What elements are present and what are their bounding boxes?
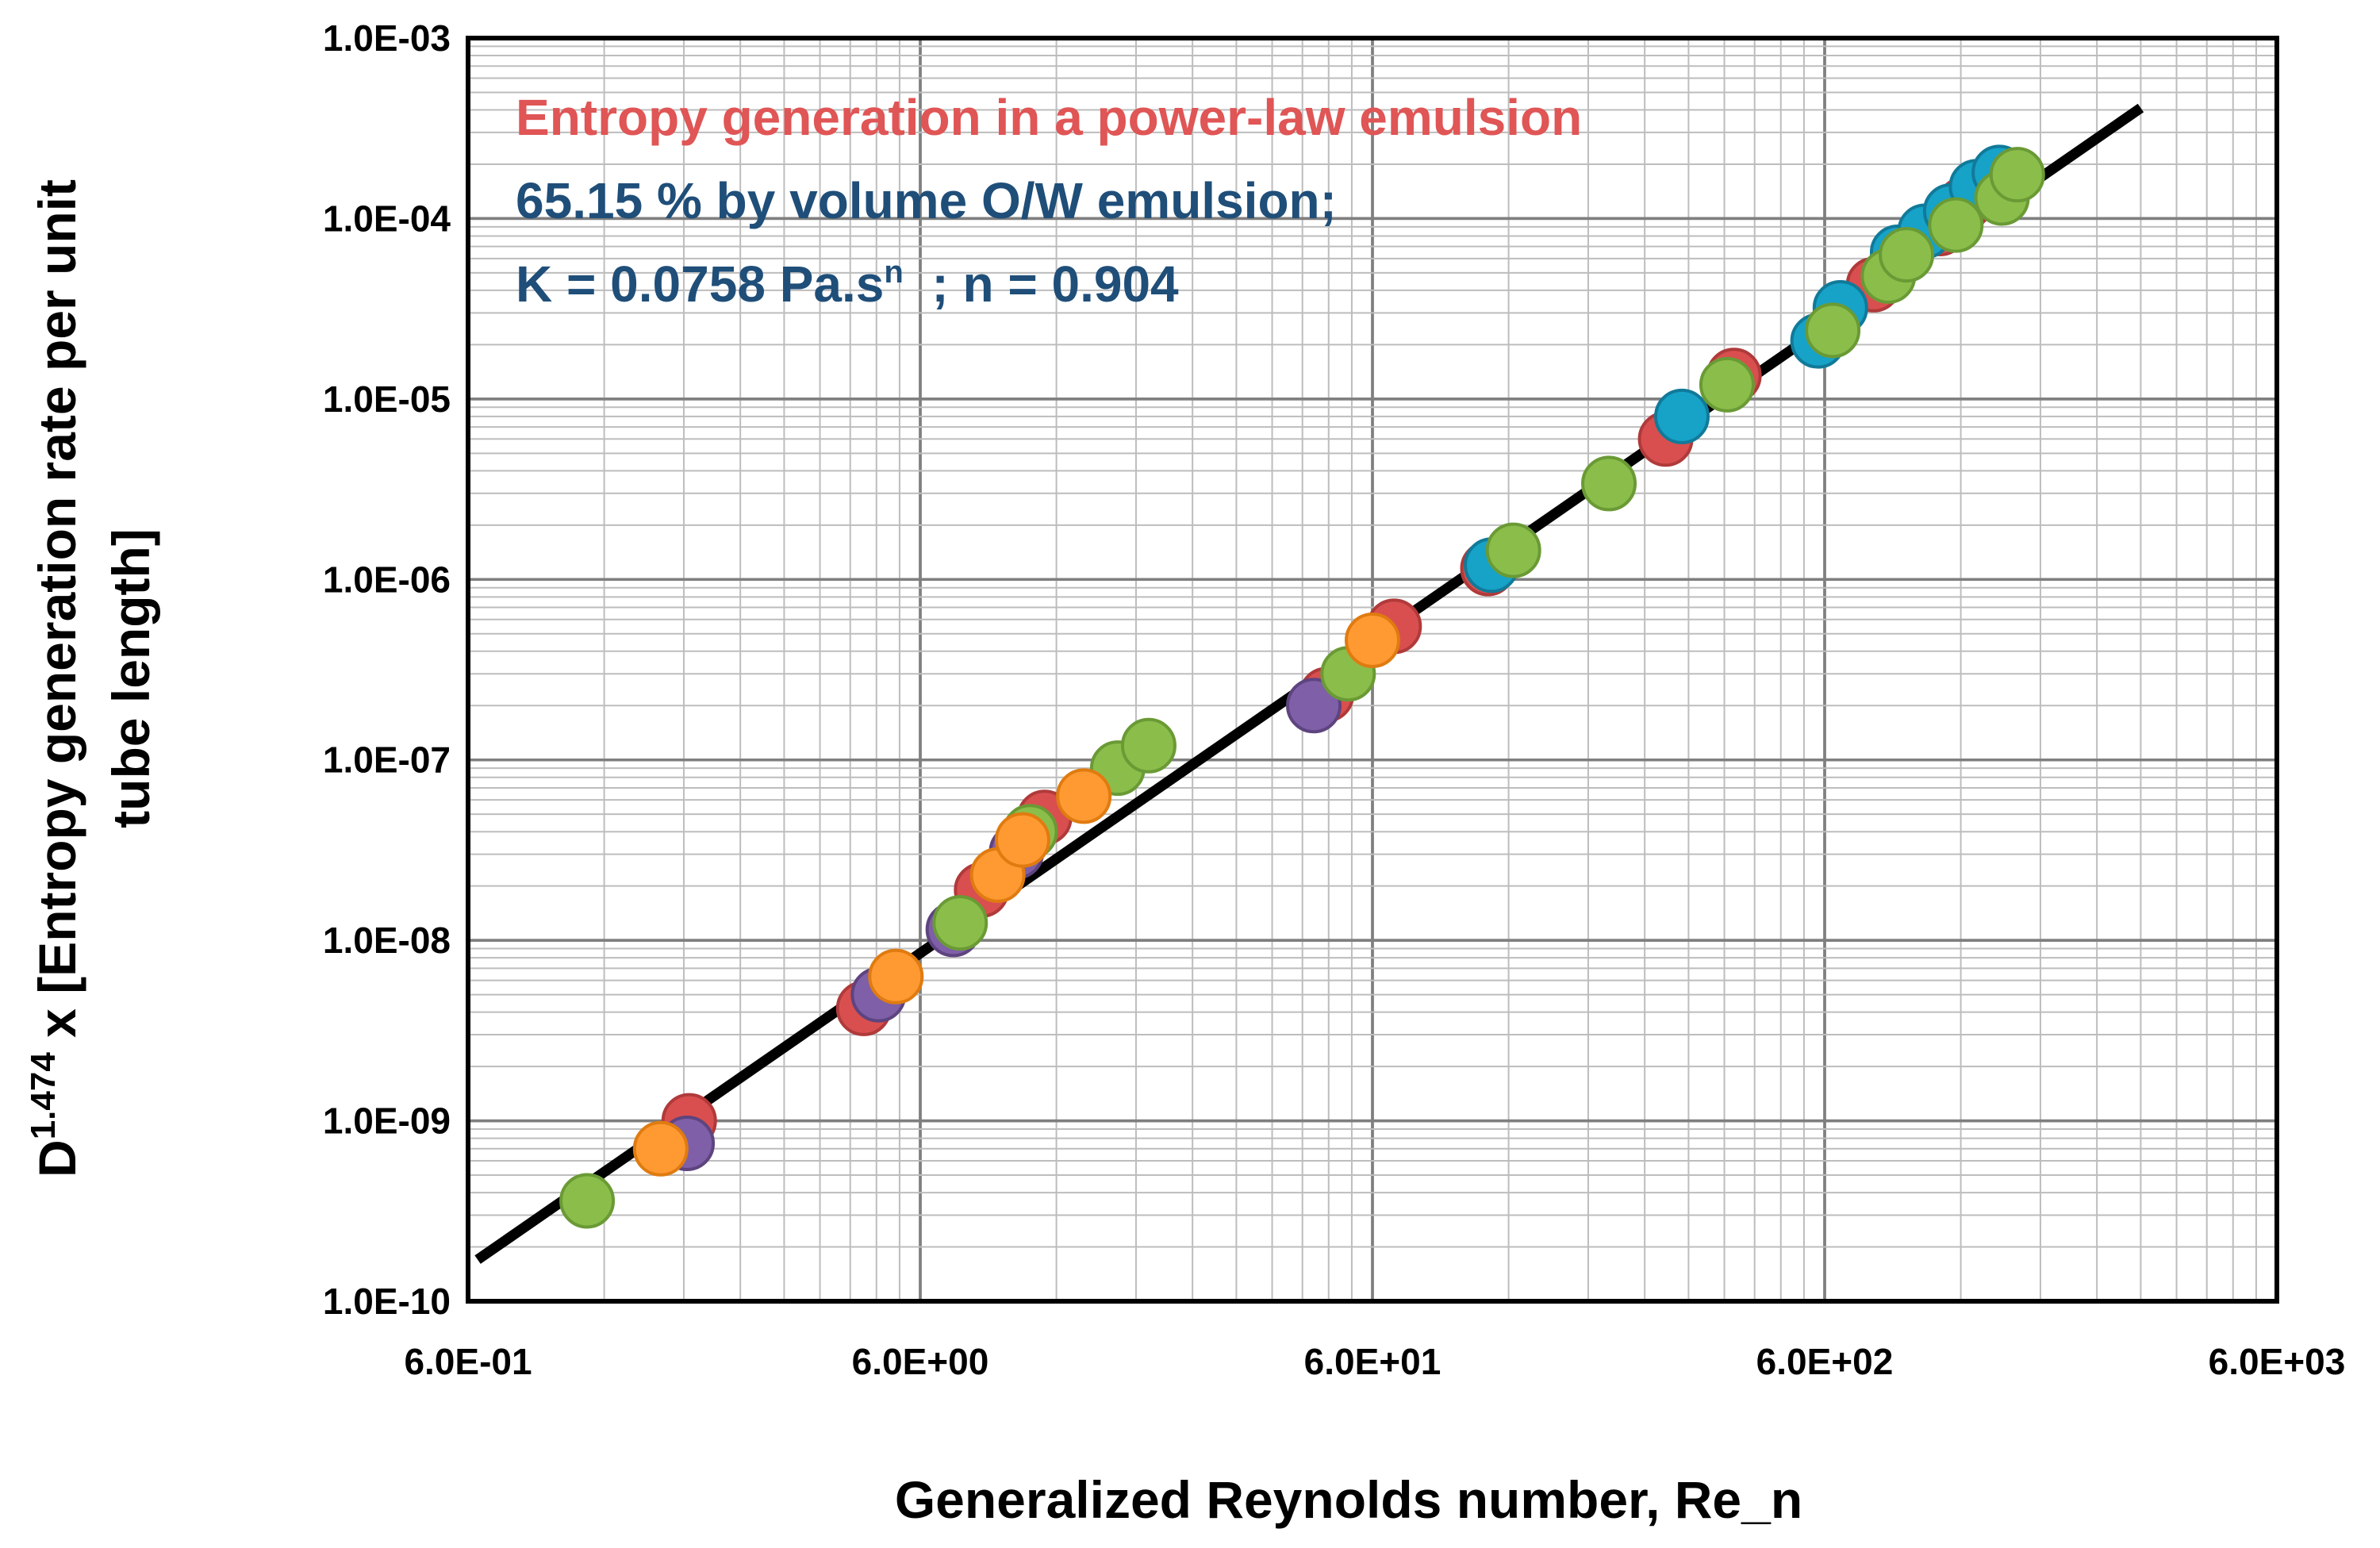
y-tick-label: 1.0E-06 [323,559,451,600]
x-tick-label: 6.0E+03 [2209,1341,2346,1382]
data-point-purple [1286,678,1342,734]
data-point-green [1989,147,2045,203]
y-tick-label: 1.0E-03 [323,17,451,59]
y-tick-label: 1.0E-09 [323,1101,451,1142]
data-points [559,144,2045,1229]
series-orange [632,612,1400,1177]
data-point-green [1879,227,1935,283]
param-n-text: ; n = 0.904 [904,255,1179,313]
y-tick-label: 1.0E-10 [323,1281,451,1322]
x-tick-label: 6.0E+00 [852,1341,989,1382]
data-point-blue [1654,388,1710,444]
y-tick-labels: 1.0E-10 1.0E-09 1.0E-08 1.0E-07 1.0E-06 1.0E-… [323,17,451,1322]
y-axis-title-d: D [28,1139,86,1177]
y-axis-title-line1: D1.474 x [Entropy generation rate per un… [24,179,86,1177]
y-axis-title-line2: tube length] [102,528,160,828]
data-point-green [1805,302,1861,359]
y-tick-label: 1.0E-04 [323,198,451,239]
param-k-text: K = 0.0758 Pa.s [516,255,884,313]
y-axis-title-rest: x [Entropy generation rate per unit [28,179,86,1052]
data-point-orange [1056,768,1112,824]
data-point-green [1928,197,1984,253]
x-tick-label: 6.0E-01 [404,1341,532,1382]
param-k-unit-sup: n [884,255,903,290]
x-axis-title: Generalized Reynolds number, Re_n [895,1470,1802,1529]
y-axis-title-exponent: 1.474 [24,1052,63,1140]
data-point-green [1485,522,1541,578]
data-point-green [559,1173,616,1229]
data-point-orange [1345,612,1400,668]
y-tick-label: 1.0E-08 [323,920,451,961]
data-point-orange [632,1120,689,1177]
x-tick-labels: 6.0E-01 6.0E+00 6.0E+01 6.0E+02 6.0E+03 [404,1341,2345,1382]
data-point-orange [868,948,924,1004]
x-tick-label: 6.0E+01 [1304,1341,1441,1382]
data-point-green [932,895,988,951]
chart-title: Entropy generation in a power-law emulsi… [516,89,1582,146]
data-point-orange [994,812,1050,868]
chart-subtitle-composition: 65.15 % by volume O/W emulsion; [516,172,1337,229]
chart-subtitle-parameters: K = 0.0758 Pa.sn ; n = 0.904 [516,255,1179,313]
plot-area-border [466,36,2279,1304]
data-point-green [1581,455,1637,512]
y-tick-label: 1.0E-05 [323,378,451,420]
series-green [559,147,2045,1229]
data-point-green [1120,717,1177,774]
x-tick-label: 6.0E+02 [1756,1341,1894,1382]
series-purple [659,678,1342,1171]
data-point-green [1699,356,1755,413]
y-tick-label: 1.0E-07 [323,739,451,781]
